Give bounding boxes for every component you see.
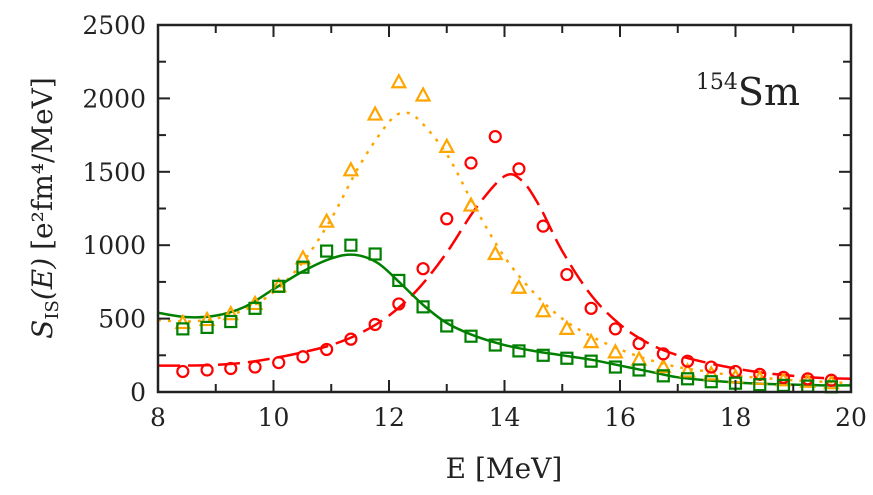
element-symbol: Sm <box>738 70 800 114</box>
triangle-marker <box>366 105 384 121</box>
circle-marker <box>368 317 382 332</box>
x-tick-label: 18 <box>720 403 752 432</box>
square-marker <box>536 348 550 362</box>
x-tick-label: 10 <box>258 403 290 432</box>
triangle-marker <box>462 196 480 212</box>
y-label-unit: [e²fm⁴/MeV] <box>26 77 59 250</box>
y-label-sub: IS <box>42 300 63 319</box>
nucleus-label: 154Sm <box>696 70 800 114</box>
triangle-marker <box>702 365 720 381</box>
square-marker <box>656 369 670 383</box>
axis-ticks: 8 10 12 14 16 18 20 0 500 1000 1500 2000 2500 <box>82 11 867 432</box>
x-tick-label: 8 <box>150 403 166 432</box>
circle-marker <box>488 129 502 144</box>
square-marker <box>248 301 262 315</box>
x-axis-label: E [MeV] <box>446 452 563 485</box>
triangle-marker <box>486 244 504 261</box>
data-markers <box>174 72 840 394</box>
triangle-marker <box>607 343 624 359</box>
square-marker <box>584 354 598 368</box>
y-tick-label: 500 <box>98 305 146 334</box>
circle-marker <box>584 301 598 315</box>
circle-marker <box>416 262 430 276</box>
circle-marker <box>200 363 214 377</box>
x-tick-label: 16 <box>604 403 636 432</box>
square-marker <box>680 372 695 386</box>
square-marker <box>560 351 574 365</box>
y-label-main: S <box>26 320 59 339</box>
circle-marker <box>464 156 478 170</box>
square-fit-curve <box>157 253 852 387</box>
triangle-marker <box>534 301 552 318</box>
square-marker <box>296 260 310 274</box>
y-tick-label: 1500 <box>82 158 146 187</box>
triangle-marker <box>582 332 600 349</box>
x-tick-label: 12 <box>373 403 405 432</box>
circle-marker <box>632 336 646 351</box>
circle-marker <box>176 364 190 379</box>
circle-marker <box>656 347 670 361</box>
square-marker <box>272 279 286 293</box>
square-marker <box>416 300 430 314</box>
square-marker <box>608 360 622 374</box>
circle-marker <box>512 162 526 176</box>
circle-marker <box>776 370 791 384</box>
square-marker <box>632 363 646 377</box>
triangle-marker <box>510 278 528 294</box>
triangle-marker <box>174 313 192 330</box>
circle-marker <box>224 361 238 376</box>
square-marker <box>176 322 190 336</box>
circle-marker <box>320 342 334 357</box>
triangle-marker <box>558 319 576 335</box>
square-marker <box>464 329 478 343</box>
triangle-marker <box>654 357 672 374</box>
fit-curves <box>157 111 852 387</box>
triangle-marker <box>222 304 240 321</box>
square-marker <box>368 247 382 261</box>
circle-marker <box>608 322 622 336</box>
circle-marker <box>824 373 838 387</box>
y-tick-label: 1000 <box>82 231 146 260</box>
circle-marker <box>344 332 358 346</box>
circle-marker <box>801 372 815 386</box>
circle-marker <box>560 267 574 282</box>
triangle-marker <box>390 72 408 89</box>
circle-marker <box>248 360 262 374</box>
circle-marker <box>536 219 550 233</box>
square-marker <box>704 375 718 389</box>
circle-marker <box>296 350 310 364</box>
triangle-marker <box>294 249 312 265</box>
square-marker <box>320 244 334 258</box>
circle-marker <box>272 356 286 370</box>
square-marker <box>488 338 502 352</box>
x-tick-label: 20 <box>835 403 867 432</box>
circle-marker <box>680 354 695 368</box>
y-tick-label: 2000 <box>82 84 146 113</box>
y-label-arg: (E) <box>26 258 59 300</box>
x-tick-label: 14 <box>489 403 521 432</box>
square-marker <box>512 344 526 358</box>
square-marker <box>224 314 238 329</box>
square-marker <box>200 320 214 335</box>
y-axis-label: SIS(E) [e²fm⁴/MeV] <box>26 77 63 339</box>
square-marker <box>753 378 767 392</box>
circle-marker <box>704 360 718 374</box>
y-tick-label: 2500 <box>82 11 146 40</box>
circle-marker <box>440 212 454 226</box>
square-marker <box>440 319 454 333</box>
circle-marker <box>392 297 406 311</box>
triangle-marker <box>342 161 360 177</box>
triangle-marker <box>679 362 696 378</box>
y-tick-label: 0 <box>130 378 146 407</box>
mass-number: 154 <box>696 70 738 95</box>
triangle-marker <box>414 86 432 102</box>
triangle-marker <box>318 212 335 228</box>
square-marker <box>392 273 406 288</box>
triangle-marker <box>438 137 456 153</box>
triangle-fit-curve <box>157 111 852 385</box>
square-marker <box>344 238 358 252</box>
circle-fit-curve <box>157 172 852 381</box>
triangle-marker <box>198 310 216 327</box>
